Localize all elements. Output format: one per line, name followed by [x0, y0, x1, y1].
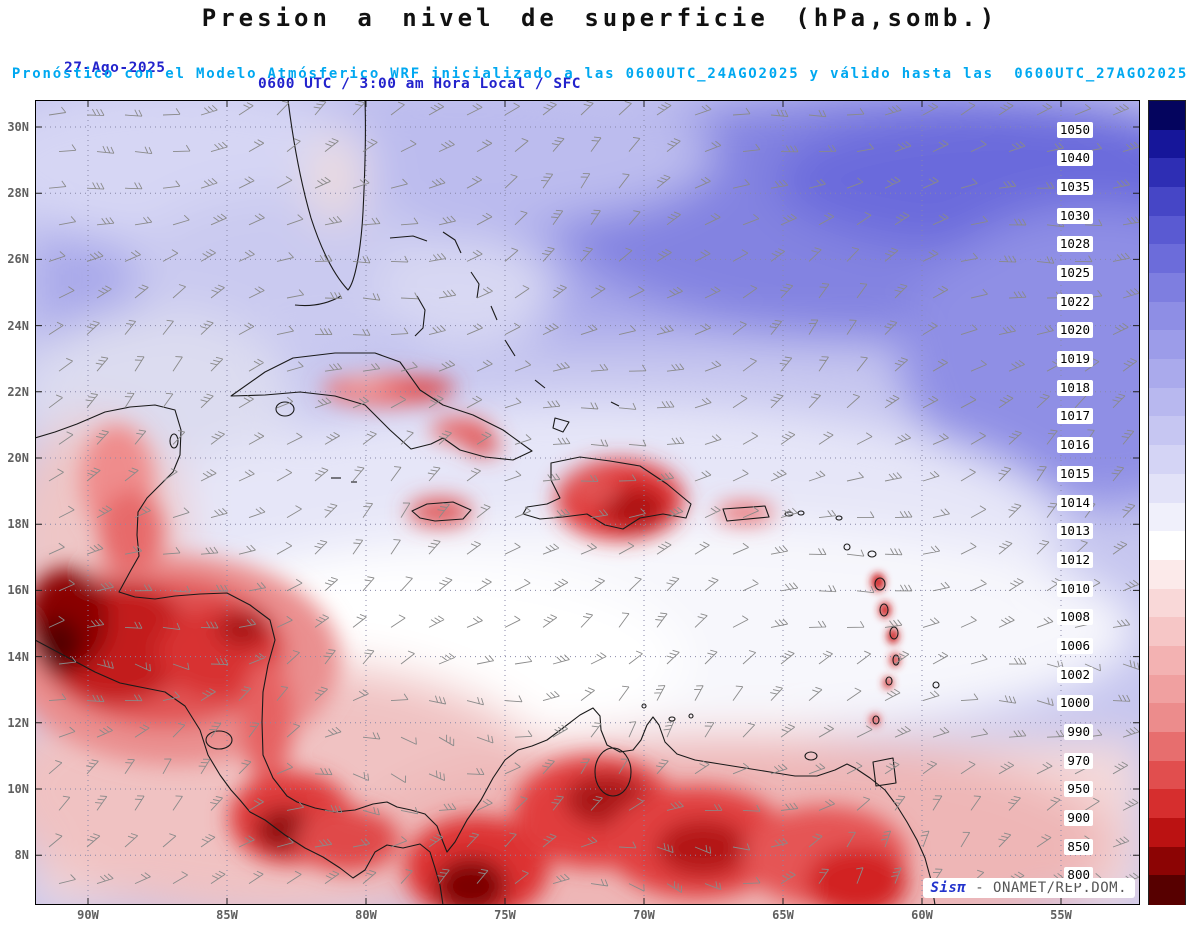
lon-label: 75W — [494, 908, 516, 922]
model-init-line: Pronóstico con el Modelo Atmósferico WRF… — [11, 66, 1189, 82]
colorbar-segment — [1149, 129, 1185, 159]
lat-label: 14N — [7, 649, 29, 664]
map-border — [35, 100, 1140, 905]
watermark: Sisπ - ONAMET/REP.DOM. — [922, 878, 1135, 898]
colorbar-segment — [1149, 731, 1185, 762]
lon-label: 70W — [633, 908, 655, 922]
colorbar-segment — [1149, 588, 1185, 618]
colorbar-label: 1017 — [1056, 408, 1093, 425]
colorbar-segment — [1149, 301, 1185, 332]
colorbar-segment — [1149, 846, 1185, 876]
colorbar-label: 1016 — [1056, 437, 1093, 454]
lat-label: 24N — [7, 318, 29, 333]
latitude-axis: 30N 28N 26N 24N 22N 20N 18N 16N 14N 12N 10N 8N — [0, 100, 33, 905]
colorbar-label: 1015 — [1056, 465, 1093, 482]
colorbar-segment — [1149, 760, 1185, 790]
colorbar-label: 1050 — [1056, 121, 1093, 138]
colorbar-label: 1002 — [1056, 666, 1093, 683]
colorbar-label: 1018 — [1056, 379, 1093, 396]
lat-label: 22N — [7, 384, 29, 399]
watermark-brand: Sisπ — [930, 880, 967, 896]
colorbar-segment — [1149, 645, 1185, 676]
lat-label: 30N — [7, 120, 29, 134]
colorbar-segment — [1149, 187, 1185, 217]
colorbar-segment — [1149, 215, 1185, 245]
lon-label: 65W — [772, 908, 794, 922]
colorbar-segment — [1149, 387, 1185, 418]
colorbar-label: 1014 — [1056, 494, 1093, 511]
lon-label: 80W — [355, 908, 377, 922]
colorbar-segment — [1149, 473, 1185, 504]
lat-label: 20N — [7, 451, 29, 465]
colorbar-segment — [1149, 617, 1185, 647]
colorbar-label: 900 — [1064, 809, 1093, 826]
colorbar-label: 1028 — [1056, 236, 1093, 253]
colorbar-label: 1010 — [1056, 580, 1093, 597]
colorbar-label: 800 — [1064, 867, 1093, 884]
colorbar-label: 1040 — [1056, 150, 1093, 167]
colorbar-segment — [1149, 273, 1185, 303]
axis-ticks — [35, 100, 1140, 905]
forecast-date: 27-Ago-2025 — [64, 60, 166, 76]
colorbar-label: 970 — [1064, 752, 1093, 769]
lat-label: 18N — [7, 517, 29, 532]
colorbar-segment — [1149, 445, 1185, 475]
colorbar-label: 990 — [1064, 723, 1093, 740]
lat-label: 26N — [7, 252, 29, 267]
lat-label: 10N — [7, 782, 29, 796]
colorbar-label: 1020 — [1056, 322, 1093, 339]
colorbar-segment — [1149, 244, 1185, 274]
lat-label: 28N — [7, 186, 29, 201]
lon-label: 90W — [77, 908, 99, 922]
colorbar-label: 1035 — [1056, 179, 1093, 196]
lon-label: 55W — [1050, 908, 1072, 922]
colorbar-segment — [1149, 674, 1185, 704]
colorbar-legend: 1050 1040 1035 1030 1028 1025 1022 1020 1019 1018… — [1056, 100, 1186, 905]
colorbar-label: 950 — [1064, 781, 1093, 798]
colorbar-label: 1022 — [1056, 293, 1093, 310]
colorbar-label: 1012 — [1056, 551, 1093, 568]
coastlines — [35, 100, 940, 905]
colorbar-segment — [1149, 875, 1185, 905]
colorbar-label: 1013 — [1056, 523, 1093, 540]
wind-barbs — [48, 100, 1140, 893]
lat-label: 16N — [7, 583, 29, 598]
colorbar-segment — [1149, 158, 1185, 188]
colorbar-label: 1025 — [1056, 265, 1093, 282]
colorbar-segment — [1149, 502, 1185, 532]
colorbar-segment — [1149, 101, 1185, 131]
colorbar-segment — [1149, 703, 1185, 733]
colorbar-segment — [1149, 330, 1185, 360]
colorbar-segment — [1149, 416, 1185, 446]
lon-label: 85W — [216, 908, 238, 922]
colorbar-label: 1019 — [1056, 351, 1093, 368]
longitude-axis: 90W 85W 80W 75W 70W 65W 60W 55W — [35, 908, 1140, 926]
forecast-time: 0600 UTC / 3:00 am Hora Local / SFC — [258, 76, 582, 92]
colorbar-label: 850 — [1064, 838, 1093, 855]
colorbar-label: 1000 — [1056, 695, 1093, 712]
valid-time-line: 27-Ago-2025 0600 UTC / 3:00 am Hora Loca… — [0, 44, 1200, 92]
colorbar-label: 1006 — [1056, 637, 1093, 654]
colorbar-segment — [1149, 359, 1185, 389]
colorbar-segment — [1149, 531, 1185, 561]
map-svg — [35, 100, 1140, 905]
colorbar-segment — [1149, 559, 1185, 590]
lat-label: 8N — [14, 848, 29, 863]
colorbar-label: 1008 — [1056, 609, 1093, 626]
page-title: Presion a nivel de superficie (hPa,somb.… — [201, 4, 999, 32]
colorbar-segment — [1149, 789, 1185, 819]
colorbar-label: 1030 — [1056, 207, 1093, 224]
colorbar-segment — [1149, 817, 1185, 848]
lon-label: 60W — [911, 908, 933, 922]
watermark-text: - ONAMET/REP.DOM. — [975, 880, 1127, 896]
lat-label: 12N — [7, 715, 29, 730]
map-frame: Sisπ - ONAMET/REP.DOM. — [35, 100, 1140, 905]
